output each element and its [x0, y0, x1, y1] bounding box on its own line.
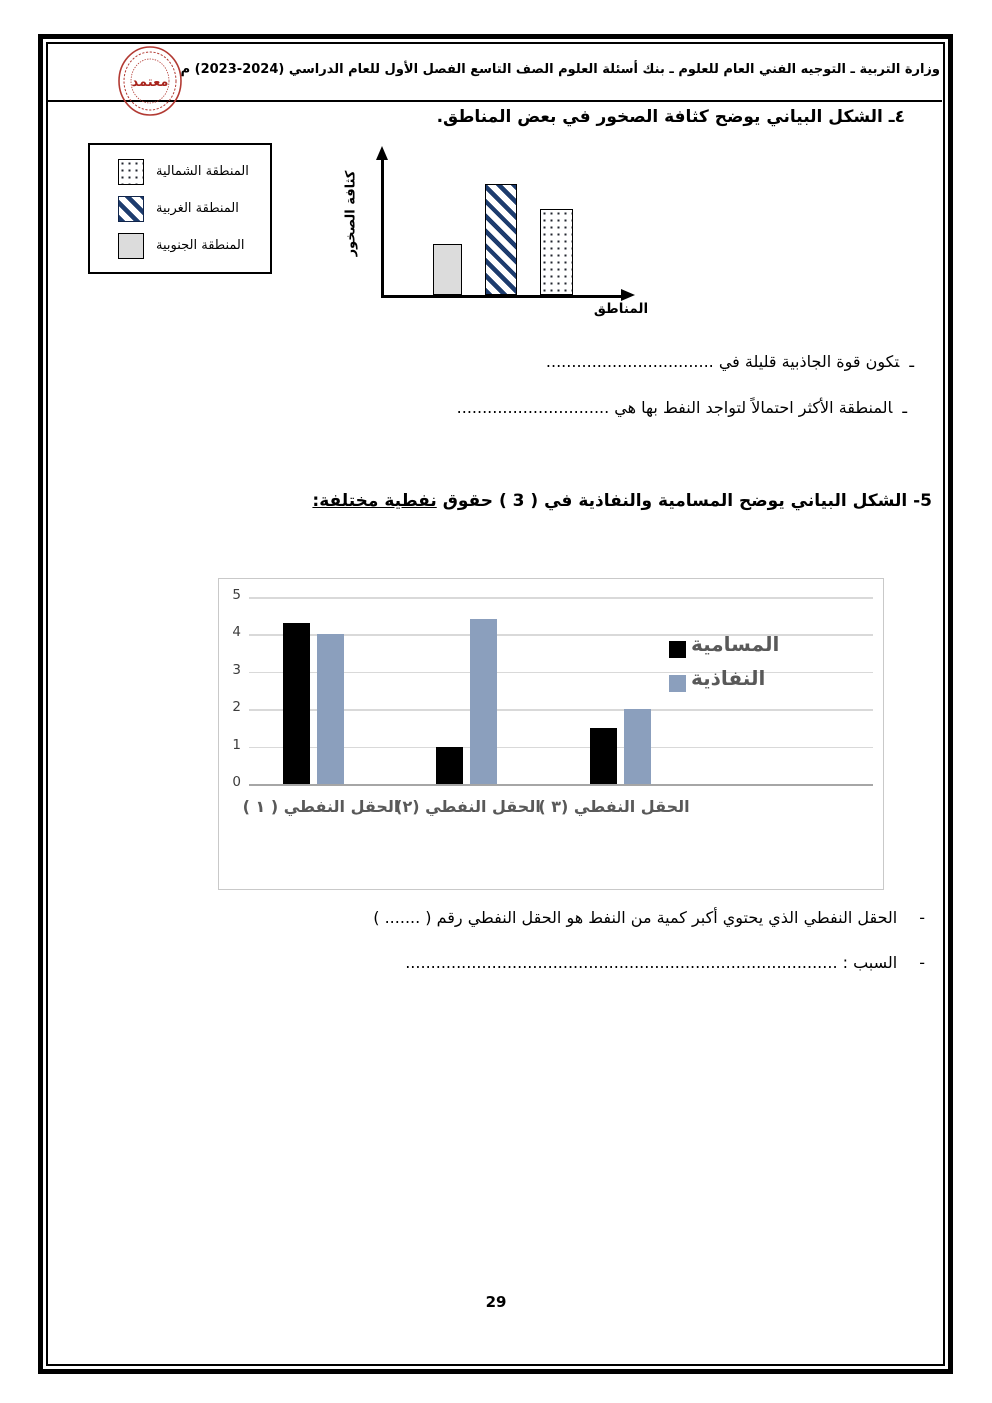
category-label-field2: الحقل النفطي (٢): [395, 797, 541, 816]
q4-bar-3: [540, 209, 573, 295]
gray-pattern-swatch: [118, 232, 144, 259]
legend-swatch-porosity: [669, 641, 686, 658]
legend-swatch-permeability: [669, 675, 686, 692]
q5-bar-series2-field1: [317, 634, 344, 784]
gridline-y0: [249, 784, 873, 786]
q5-chart: المسامية النفاذية الحقل النفطي ( ١ ) الح…: [218, 578, 884, 890]
q4-x-axis-label: المناطق: [593, 301, 649, 317]
q4-legend-item-west: المنطقة الغربية: [90, 195, 270, 222]
y-tick-label-3: 3: [232, 661, 241, 678]
y-axis-arrow-icon: [376, 146, 388, 160]
q4-legend-box: المنطقة الشمالية المنطقة الغربية المنطقة…: [88, 143, 272, 274]
page-border-inner: [46, 42, 945, 1366]
category-label-field1: الحقل النفطي ( ١ ): [242, 797, 400, 816]
q5-bar-series2-field2: [470, 619, 497, 784]
x-axis-arrow-icon: [621, 289, 635, 301]
subquestion-text: الحقل النفطي الذي يحتوي أكبر كمية من الن…: [373, 908, 898, 927]
q4-legend-item-north: المنطقة الشمالية: [90, 158, 270, 185]
question4-title: ٤ـ الشكل البياني يوضح كثافة الصخور في بع…: [436, 107, 905, 127]
gridline-y3: [249, 671, 873, 674]
y-tick-label-5: 5: [232, 587, 241, 603]
page-border: [38, 34, 953, 1374]
q4-subquestion-oil-region: ـ المنطقة الأكثر احتمالاً لتواجد النفط به…: [457, 398, 907, 417]
y-tick-label-1: 1: [232, 736, 241, 753]
legend-label: المنطقة الغربية: [156, 201, 239, 216]
document-header-title: وزارة التربية ـ التوجيه الفني العام للعل…: [180, 62, 940, 77]
approval-stamp: معتمد: [116, 44, 184, 118]
y-tick-label-2: 2: [232, 699, 241, 716]
q4-subquestion-gravity: ـ تكون قوة الجاذبية قليلة في ............…: [546, 352, 914, 371]
q5-subquestion-reason: - السبب : ...............................…: [405, 953, 925, 972]
q5-bar-series1-field1: [283, 623, 310, 784]
category-label-field3: الحقل النفطي (٣ ): [538, 797, 690, 816]
legend-label-porosity: المسامية: [691, 632, 780, 656]
q4-x-axis: [381, 295, 623, 298]
q4-chart: كثافة الصخور المناطق: [335, 140, 665, 335]
q4-y-axis: [381, 160, 384, 298]
subquestion-text: السبب : ................................…: [405, 953, 898, 972]
dotted-pattern-swatch: [118, 158, 144, 185]
dash-bullet: -: [919, 908, 925, 927]
hatch-pattern-swatch: [118, 195, 144, 222]
subquestion-text: تكون قوة الجاذبية قليلة في .............…: [545, 352, 900, 371]
dash-bullet: ـ: [902, 398, 907, 417]
legend-label: المنطقة الشمالية: [156, 164, 249, 179]
q5-subquestion-largest-field: - الحقل النفطي الذي يحتوي أكبر كمية من ال…: [373, 908, 925, 927]
dash-bullet: -: [919, 953, 925, 972]
dash-bullet: ـ: [909, 352, 914, 371]
gridline-y5: [249, 597, 873, 599]
q5-bar-series1-field3: [590, 728, 617, 784]
y-tick-label-4: 4: [232, 624, 241, 641]
question5-title: 5- الشكل البياني يوضح المسامية والنفاذية…: [312, 491, 932, 511]
question5-title-main: 5- الشكل البياني يوضح المسامية والنفاذية…: [442, 491, 932, 511]
y-tick-label-0: 0: [232, 774, 241, 790]
legend-label: المنطقة الجنوبية: [156, 238, 245, 253]
q4-bar-1: [433, 244, 462, 295]
q4-legend-item-south: المنطقة الجنوبية: [90, 232, 270, 259]
stamp-ring-text: [123, 51, 177, 111]
q4-bar-2: [485, 184, 517, 295]
page-number: 29: [485, 1293, 507, 1311]
stamp-label: معتمد: [132, 75, 169, 90]
header-divider: [48, 100, 942, 102]
subquestion-text: المنطقة الأكثر احتمالاً لتواجد النفط بها…: [456, 398, 893, 417]
legend-label-permeability: النفاذية: [691, 666, 766, 690]
q5-bar-series2-field3: [624, 709, 651, 784]
q5-bar-series1-field2: [436, 747, 463, 784]
q4-y-axis-label: كثافة الصخور: [343, 170, 359, 257]
gridline-y1: [249, 746, 873, 749]
question5-title-underlined: نفطية مختلفة:: [312, 491, 437, 511]
gridline-y2: [249, 709, 873, 711]
gridline-y4: [249, 634, 873, 636]
